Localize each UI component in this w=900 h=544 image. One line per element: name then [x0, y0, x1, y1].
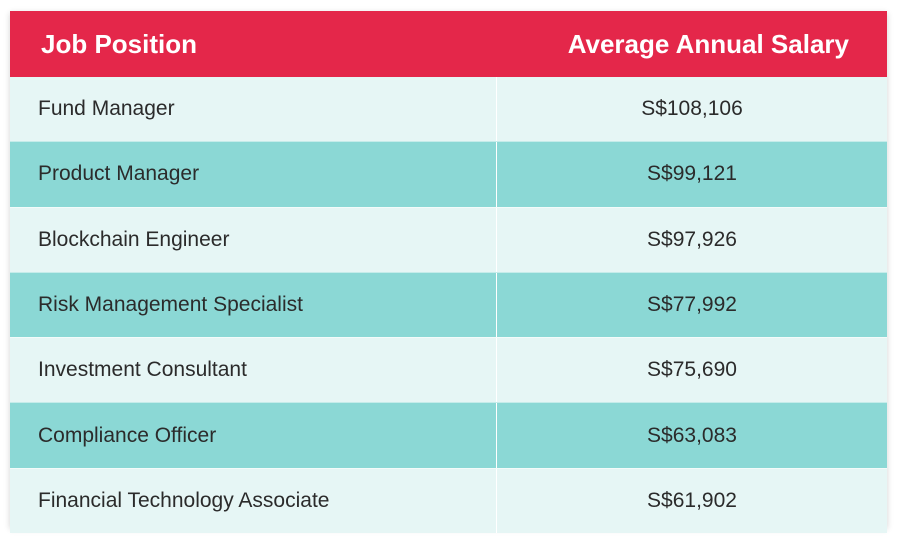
salary-cell: S$77,992	[647, 293, 737, 317]
job-position-cell: Investment Consultant	[10, 338, 497, 403]
header-average-annual-salary: Average Annual Salary	[567, 28, 849, 59]
salary-table: Job Position Average Annual Salary Fund …	[10, 11, 887, 534]
job-position-cell: Blockchain Engineer	[10, 207, 497, 272]
job-position-cell: Financial Technology Associate	[10, 468, 497, 534]
table-row: Compliance Officer S$63,083	[10, 402, 887, 468]
job-position-cell: Risk Management Specialist	[10, 272, 497, 338]
salary-cell: S$75,690	[647, 358, 737, 382]
table-row: Product Manager S$99,121	[10, 141, 887, 207]
job-position-cell: Product Manager	[10, 142, 497, 207]
salary-cell: S$99,121	[647, 162, 737, 186]
job-position-cell: Fund Manager	[10, 77, 497, 142]
table-row: Investment Consultant S$75,690	[10, 337, 887, 403]
job-position-cell: Compliance Officer	[10, 403, 497, 468]
header-job-position: Job Position	[41, 28, 197, 59]
table-row: Fund Manager S$108,106	[10, 77, 887, 142]
salary-cell: S$63,083	[647, 423, 737, 447]
table-header-row: Job Position Average Annual Salary	[10, 11, 887, 77]
table-row: Financial Technology Associate S$61,902	[10, 467, 887, 534]
table-row: Risk Management Specialist S$77,992	[10, 271, 887, 338]
salary-cell: S$108,106	[641, 97, 743, 121]
table-row: Blockchain Engineer S$97,926	[10, 206, 887, 272]
table-body: Fund Manager S$108,106 Product Manager S…	[10, 77, 887, 534]
salary-cell: S$61,902	[647, 488, 737, 512]
salary-cell: S$97,926	[647, 227, 737, 251]
